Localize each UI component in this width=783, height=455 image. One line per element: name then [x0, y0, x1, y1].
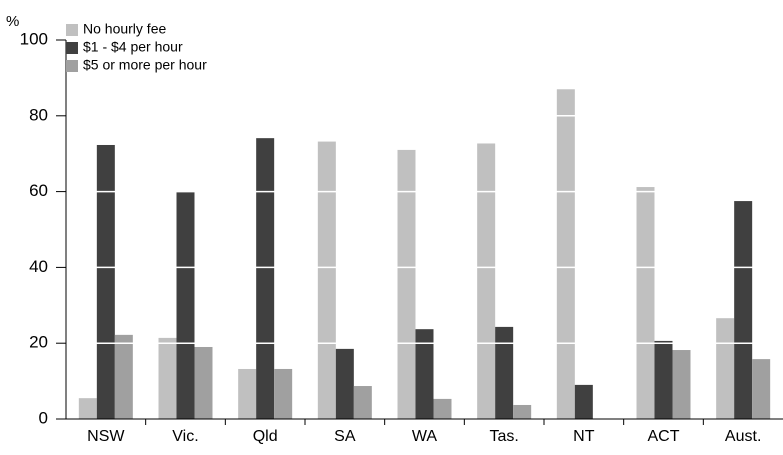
y-tick-label: 60	[29, 181, 48, 200]
bar	[353, 386, 372, 419]
x-tick-label: Aust.	[725, 428, 761, 445]
bar	[415, 329, 434, 419]
bar	[158, 337, 177, 419]
bar	[114, 334, 133, 419]
bar	[335, 348, 354, 419]
bar	[556, 89, 575, 420]
bar	[317, 141, 336, 419]
bar	[274, 368, 293, 419]
y-tick-label: 80	[29, 105, 48, 124]
bar	[654, 340, 673, 419]
bar	[574, 384, 593, 419]
x-tick-label: WA	[412, 428, 438, 445]
bar	[477, 143, 496, 420]
bar	[194, 346, 213, 419]
x-tick-label: SA	[334, 428, 356, 445]
bar	[752, 359, 771, 419]
bar	[78, 398, 97, 419]
legend-label: No hourly fee	[83, 21, 166, 37]
y-tick-label: 20	[29, 333, 48, 352]
y-tick-label: 100	[20, 29, 48, 48]
x-tick-label: Tas.	[489, 428, 518, 445]
x-tick-label: NT	[573, 428, 595, 445]
y-axis-label: %	[6, 13, 19, 30]
legend-swatch	[66, 60, 78, 72]
bar	[433, 398, 452, 419]
x-tick-label: Vic.	[172, 428, 198, 445]
bar	[636, 187, 655, 419]
x-tick-label: Qld	[253, 428, 278, 445]
y-tick-label: 0	[39, 408, 48, 427]
y-tick-label: 40	[29, 257, 48, 276]
x-tick-label: ACT	[648, 428, 680, 445]
bar	[96, 144, 115, 419]
legend-label: $1 - $4 per hour	[83, 39, 183, 55]
bar	[256, 138, 275, 419]
legend-swatch	[66, 24, 78, 36]
bar	[176, 191, 195, 419]
bar	[397, 149, 416, 419]
bar	[734, 201, 753, 419]
legend-swatch	[66, 42, 78, 54]
x-tick-label: NSW	[87, 428, 125, 445]
bar	[238, 368, 257, 419]
bar	[716, 318, 735, 419]
bar	[513, 404, 532, 419]
legend-label: $5 or more per hour	[83, 57, 207, 73]
bar	[672, 350, 691, 419]
bar	[495, 326, 514, 419]
